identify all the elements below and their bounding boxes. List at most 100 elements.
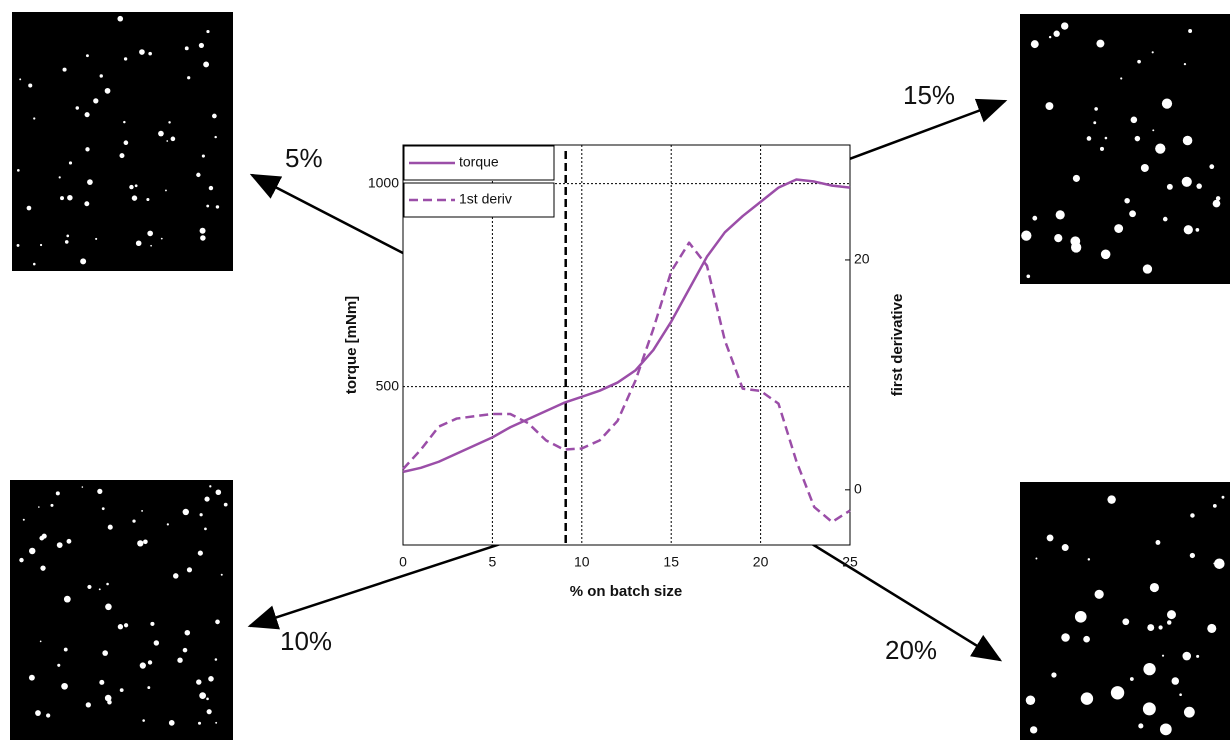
speckle <box>119 153 124 158</box>
speckle <box>33 263 36 266</box>
speckle <box>38 506 40 508</box>
speckle <box>177 658 182 663</box>
speckle <box>66 235 69 238</box>
speckle <box>87 179 93 185</box>
speckle <box>168 121 170 123</box>
x-tick-label: 20 <box>753 554 769 570</box>
speckle <box>69 161 72 164</box>
speckle <box>196 679 201 684</box>
speckle <box>1167 620 1171 624</box>
speckle <box>1095 590 1104 599</box>
y2-axis-label: first derivative <box>889 294 906 397</box>
speckle <box>183 509 189 515</box>
speckle <box>1162 655 1164 657</box>
speckle <box>206 698 209 701</box>
speckle <box>1152 129 1154 131</box>
speckle <box>139 49 145 55</box>
speckle <box>185 630 191 636</box>
speckle <box>198 551 203 556</box>
speckle <box>1035 558 1037 560</box>
speckle <box>86 702 91 707</box>
speckle <box>76 106 79 109</box>
annotation: 5% <box>285 143 323 173</box>
speckle <box>187 567 192 572</box>
speckle <box>100 74 103 77</box>
speckle <box>1026 696 1035 705</box>
speckle <box>59 176 61 178</box>
y-axis-label: torque [mNm] <box>343 296 360 394</box>
speckle <box>1105 137 1108 140</box>
speckle <box>1143 264 1152 273</box>
legend-label: 1st deriv <box>459 191 512 207</box>
speckle <box>1030 726 1037 733</box>
speckle <box>124 57 127 60</box>
speckle <box>33 117 35 119</box>
speckle <box>1130 677 1134 681</box>
speckle <box>1056 210 1065 219</box>
speckle <box>1156 540 1161 545</box>
speckle <box>154 640 159 645</box>
speckle <box>1049 36 1051 38</box>
speckle <box>1021 230 1031 240</box>
speckle <box>215 620 220 625</box>
y-tick-label: 500 <box>376 377 400 393</box>
speckle <box>105 88 111 94</box>
speckle <box>1190 553 1195 558</box>
speckle <box>1047 534 1054 541</box>
speckle <box>140 662 146 668</box>
annotation: 10% <box>280 626 332 656</box>
speckle <box>196 173 200 177</box>
annotation: 20% <box>885 635 937 665</box>
speckle <box>19 78 21 80</box>
speckle <box>1184 225 1193 234</box>
speckle <box>80 258 86 264</box>
speckle <box>65 240 69 244</box>
speckle <box>1073 175 1080 182</box>
speckle <box>64 648 68 652</box>
speckle <box>1152 51 1154 53</box>
speckle <box>1045 102 1053 110</box>
speckle <box>146 198 149 201</box>
speckle <box>1184 707 1195 718</box>
speckle <box>1087 136 1092 141</box>
speckle <box>173 573 179 579</box>
speckle <box>28 84 32 88</box>
speckle <box>93 98 98 103</box>
speckle <box>147 231 153 237</box>
speckle <box>1120 77 1122 79</box>
speckle <box>132 195 137 200</box>
speckle <box>1100 147 1104 151</box>
speckle <box>137 540 143 546</box>
speckle <box>1182 177 1192 187</box>
speckle <box>150 622 154 626</box>
speckle <box>1111 686 1124 699</box>
speckle <box>1155 143 1165 153</box>
speckle <box>29 675 35 681</box>
speckle <box>1122 618 1129 625</box>
speckle <box>39 536 44 541</box>
speckle <box>17 169 20 172</box>
speckle <box>1061 22 1068 29</box>
speckle <box>95 238 97 240</box>
speckle <box>60 196 64 200</box>
speckle <box>61 683 68 690</box>
speckle <box>147 686 150 689</box>
speckle <box>1167 184 1173 190</box>
speckle <box>169 720 175 726</box>
speckle <box>1054 234 1062 242</box>
speckle <box>1053 31 1059 37</box>
speckle <box>216 489 222 495</box>
speckle <box>1141 164 1149 172</box>
y-tick-label: 1000 <box>368 174 399 190</box>
speckle <box>85 147 89 151</box>
speckle <box>221 574 223 576</box>
speckle <box>1207 624 1216 633</box>
speckle <box>1183 136 1193 146</box>
speckle <box>57 664 60 667</box>
speckle <box>105 604 112 611</box>
speckle <box>209 186 213 190</box>
speckle <box>40 641 42 643</box>
speckle <box>1094 107 1098 111</box>
speckle <box>107 700 112 705</box>
speckle <box>1138 723 1143 728</box>
